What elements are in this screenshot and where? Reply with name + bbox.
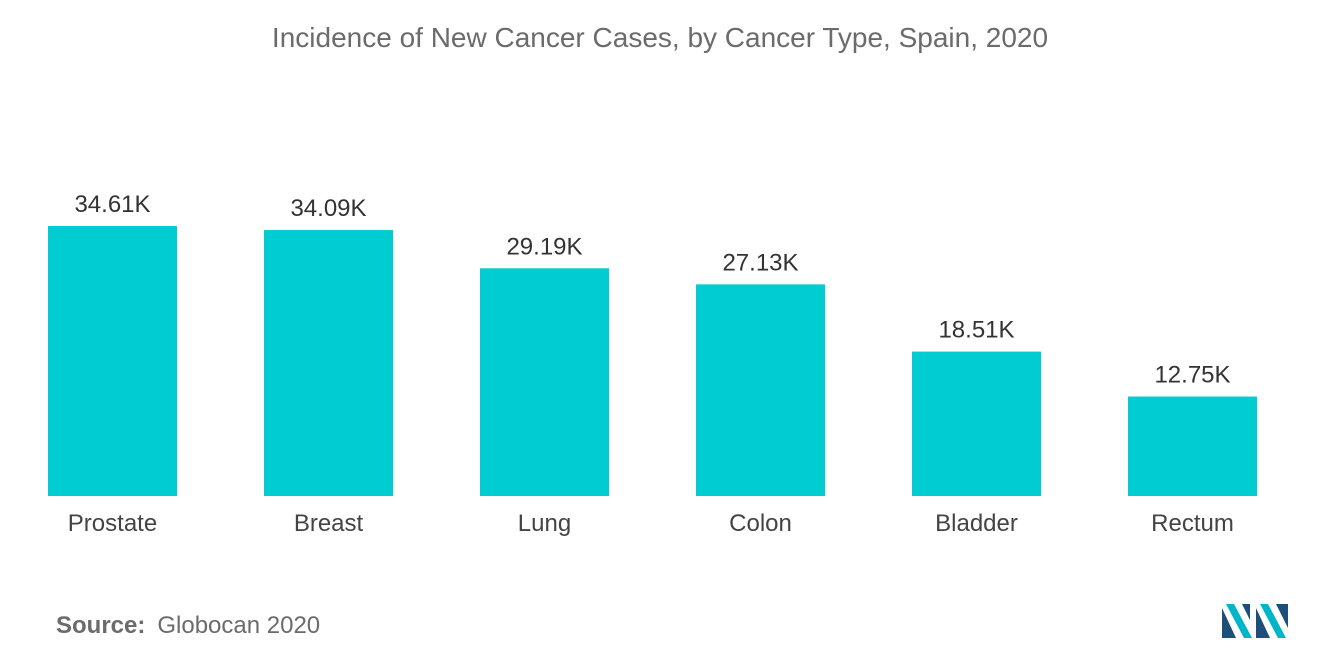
category-label-bladder: Bladder xyxy=(935,510,1018,537)
source-text: Globocan 2020 xyxy=(157,612,321,639)
value-label-prostate: 34.61K xyxy=(74,191,150,218)
bar-chart: 34.61K 34.09K 29.19K 27.13K 18.51K 12.75K Pro… xyxy=(48,191,1257,537)
category-label-breast: Breast xyxy=(294,510,364,537)
category-label-prostate: Prostate xyxy=(68,510,157,537)
value-label-rectum: 12.75K xyxy=(1154,362,1230,389)
category-labels-group: Prostate Breast Lung Colon Bladder Rectum xyxy=(68,510,1234,537)
category-label-colon: Colon xyxy=(729,510,792,537)
bar-prostate xyxy=(48,226,177,496)
bar-lung xyxy=(480,268,609,496)
bar-colon xyxy=(696,284,825,496)
bars-group xyxy=(48,226,1257,496)
source-label: Source: xyxy=(56,612,146,639)
bar-bladder xyxy=(912,351,1041,496)
bar-breast xyxy=(264,230,393,496)
category-label-rectum: Rectum xyxy=(1151,510,1234,537)
value-label-breast: 34.09K xyxy=(290,195,366,222)
value-labels-group: 34.61K 34.09K 29.19K 27.13K 18.51K 12.75K xyxy=(74,191,1230,389)
mordor-logo-icon xyxy=(1222,602,1290,645)
bar-rectum xyxy=(1128,396,1257,496)
value-label-bladder: 18.51K xyxy=(938,317,1014,344)
chart-title: Incidence of New Cancer Cases, by Cancer… xyxy=(271,22,1049,53)
category-label-lung: Lung xyxy=(518,510,571,537)
source-note: Source: Globocan 2020 xyxy=(56,612,320,640)
value-label-lung: 29.19K xyxy=(506,233,582,260)
value-label-colon: 27.13K xyxy=(722,249,798,276)
